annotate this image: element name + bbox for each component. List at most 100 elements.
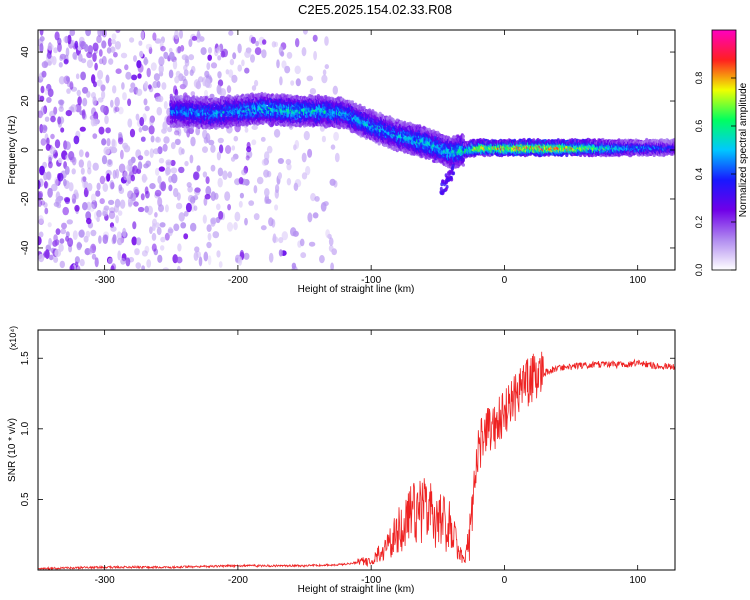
- spectrogram-noise-cell: [133, 55, 137, 62]
- spectrogram-noise-cell: [100, 104, 107, 113]
- spectrogram-noise-cell: [183, 210, 189, 217]
- spectrogram-noise-cell: [260, 136, 266, 142]
- spectrogram-noise-cell: [324, 36, 329, 46]
- spectrogram-noise-cell: [172, 59, 178, 70]
- spectrogram-noise-cell: [108, 58, 114, 65]
- spectrogram-noise-cell: [207, 54, 212, 61]
- spectrogram-noise-cell: [92, 52, 97, 62]
- spectrogram-noise-cell: [206, 62, 211, 70]
- spectrogram-noise-cell: [190, 136, 196, 147]
- spectrogram-noise-cell: [155, 136, 161, 143]
- spectrogram-noise-cell: [204, 193, 211, 200]
- spectrogram-noise-cell: [188, 127, 195, 135]
- spectrogram-noise-cell: [99, 175, 106, 185]
- spectrogram-noise-cell: [50, 133, 55, 140]
- spectrogram-noise-cell: [138, 127, 143, 133]
- spectrogram-noise-cell: [38, 231, 44, 238]
- spectrogram-noise-cell: [127, 190, 134, 199]
- spectrogram-noise-cell: [184, 58, 190, 67]
- spectrogram-noise-cell: [181, 54, 189, 61]
- spectrogram-noise-cell: [193, 205, 198, 211]
- spectrogram-noise-cell: [253, 185, 258, 194]
- spectrogram-noise-cell: [184, 160, 189, 167]
- spectrogram-noise-cell: [203, 197, 208, 206]
- spectrogram-noise-cell: [78, 53, 83, 62]
- spectrogram-noise-cell: [231, 145, 236, 151]
- spectrogram-noise-cell: [244, 127, 249, 133]
- spectrogram-noise-cell: [97, 69, 104, 80]
- spectrogram-noise-cell: [84, 44, 89, 52]
- spectrogram-noise-cell: [70, 104, 77, 113]
- spectrogram-noise-cell: [101, 138, 107, 146]
- spectrogram-noise-cell: [233, 222, 238, 231]
- spectrogram-noise-cell: [151, 232, 157, 241]
- spectrogram-noise-cell: [234, 211, 241, 222]
- spectrogram-noise-cell: [110, 146, 118, 154]
- spectrogram-noise-cell: [83, 235, 89, 243]
- spectrogram-noise-cell: [178, 166, 185, 174]
- spectrogram-noise-cell: [301, 152, 307, 163]
- spectrogram-noise-cell: [118, 163, 126, 173]
- spectrogram-ridge-cell: [461, 163, 465, 167]
- spectrogram-noise-cell: [86, 90, 91, 98]
- spectrogram-noise-cell: [294, 65, 301, 75]
- spectrogram-noise-cell: [245, 155, 250, 161]
- spectrogram-noise-cell: [160, 236, 166, 243]
- spectrogram-noise-cell: [133, 86, 138, 94]
- spectrogram-noise-cell: [137, 63, 144, 73]
- spectrogram-noise-cell: [273, 128, 281, 138]
- spectrogram-noise-cell: [102, 234, 109, 244]
- spectrogram-noise-cell: [72, 51, 77, 60]
- spectrogram-noise-cell: [190, 222, 197, 232]
- spectrogram-noise-cell: [321, 135, 326, 143]
- spectrogram-noise-cell: [78, 159, 85, 168]
- spectrogram-noise-cell: [136, 88, 143, 97]
- spectrogram-noise-cell: [243, 165, 249, 174]
- spectrogram-noise-cell: [140, 193, 145, 201]
- spectrogram-noise-cell: [50, 115, 56, 123]
- spectrogram-noise-cell: [134, 248, 140, 256]
- spectrogram-noise-cell: [111, 139, 117, 149]
- spectrogram-noise-cell: [114, 96, 120, 107]
- spectrogram-noise-cell: [143, 56, 148, 66]
- spectrogram-noise-cell: [152, 148, 160, 155]
- spectrogram-noise-cell: [220, 50, 226, 58]
- spectrogram-noise-cell: [246, 150, 253, 159]
- spectrogram-noise-cell: [91, 199, 98, 210]
- spectrogram-noise-cell: [293, 182, 299, 191]
- spectrogram-noise-cell: [228, 69, 234, 78]
- spectrogram-noise-cell: [217, 167, 224, 177]
- spectrogram-noise-cell: [206, 224, 212, 233]
- spectrogram-noise-cell: [251, 125, 258, 130]
- spectrogram-noise-cell: [278, 237, 284, 244]
- spectrogram-noise-cell: [161, 82, 167, 90]
- spectrogram-noise-cell: [144, 186, 149, 195]
- spectrogram-noise-cell: [146, 259, 152, 268]
- spectrogram-noise-cell: [100, 84, 106, 92]
- spectrogram-noise-cell: [127, 159, 134, 167]
- spectrogram-noise-cell: [63, 58, 69, 65]
- spectrogram-noise-cell: [230, 156, 236, 162]
- spectrogram-noise-cell: [118, 187, 125, 194]
- spectrogram-noise-cell: [319, 255, 325, 264]
- spectrogram-noise-cell: [178, 212, 185, 222]
- spectrogram-noise-cell: [167, 228, 174, 234]
- spectrogram-noise-cell: [277, 158, 284, 164]
- spectrogram-noise-cell: [248, 200, 255, 206]
- spectrogram-noise-cell: [309, 88, 317, 95]
- spectrogram-noise-cell: [266, 145, 273, 154]
- spectrogram-noise-cell: [47, 187, 53, 198]
- spectrogram-noise-cell: [168, 184, 173, 192]
- spectrogram-noise-cell: [127, 196, 133, 207]
- spectrogram-noise-cell: [141, 265, 145, 270]
- spectrogram-noise-cell: [110, 99, 114, 108]
- spectrogram-noise-cell: [176, 256, 183, 264]
- spectrogram-noise-cell: [216, 203, 221, 211]
- spectrogram-noise-cell: [157, 254, 163, 263]
- spectrogram-noise-cell: [329, 178, 336, 186]
- spectrogram-noise-cell: [263, 169, 270, 178]
- spectrogram-noise-cell: [218, 210, 224, 220]
- spectrogram-noise-cell: [99, 198, 105, 205]
- spectrogram-noise-cell: [110, 46, 116, 53]
- spectrogram-noise-cell: [255, 40, 259, 47]
